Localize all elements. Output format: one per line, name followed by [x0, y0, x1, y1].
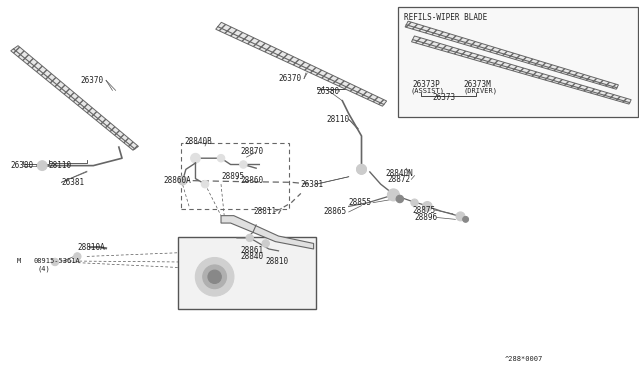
Text: 28855: 28855: [349, 198, 372, 207]
Text: 28861: 28861: [240, 246, 263, 255]
Ellipse shape: [463, 217, 468, 222]
Polygon shape: [405, 21, 618, 89]
Text: 26380: 26380: [317, 87, 340, 96]
Text: 28875: 28875: [413, 206, 436, 215]
Polygon shape: [216, 22, 387, 106]
Ellipse shape: [195, 257, 234, 296]
Ellipse shape: [179, 176, 187, 185]
Text: 26381: 26381: [301, 180, 324, 189]
Text: 26373M: 26373M: [464, 80, 492, 89]
Text: 28840B: 28840B: [184, 137, 212, 146]
Ellipse shape: [51, 258, 59, 266]
Ellipse shape: [74, 253, 81, 260]
Text: 28811: 28811: [253, 208, 276, 217]
Text: 28810A: 28810A: [77, 243, 105, 251]
Text: 28895: 28895: [221, 172, 244, 181]
Text: 08915-5361A: 08915-5361A: [34, 258, 81, 264]
Text: 28872: 28872: [387, 175, 410, 184]
Ellipse shape: [246, 234, 253, 241]
Ellipse shape: [262, 240, 269, 247]
Text: 26370: 26370: [81, 76, 104, 85]
Ellipse shape: [396, 195, 404, 203]
Text: 28896: 28896: [415, 213, 438, 222]
Ellipse shape: [191, 153, 200, 163]
Text: 26381: 26381: [61, 178, 84, 187]
Ellipse shape: [356, 164, 366, 174]
Text: 28860A: 28860A: [164, 176, 191, 185]
Text: (DRIVER): (DRIVER): [463, 87, 497, 94]
Text: (ASSIST): (ASSIST): [410, 87, 444, 94]
Ellipse shape: [422, 202, 432, 211]
Ellipse shape: [356, 164, 366, 174]
Ellipse shape: [456, 212, 465, 221]
Ellipse shape: [208, 270, 221, 283]
FancyBboxPatch shape: [398, 7, 638, 117]
Text: M: M: [17, 258, 21, 264]
Ellipse shape: [203, 265, 227, 289]
Text: 28860: 28860: [240, 176, 263, 185]
Ellipse shape: [37, 161, 47, 170]
Text: 26373: 26373: [433, 93, 456, 102]
Text: 28110: 28110: [49, 161, 72, 170]
Ellipse shape: [202, 180, 209, 188]
Polygon shape: [412, 36, 631, 104]
Text: ^288*0007: ^288*0007: [505, 356, 543, 362]
Text: 28865: 28865: [323, 208, 346, 217]
Text: REFILS-WIPER BLADE: REFILS-WIPER BLADE: [404, 13, 488, 22]
Ellipse shape: [411, 199, 418, 206]
Text: 26373P: 26373P: [413, 80, 440, 89]
Text: 28870: 28870: [240, 147, 263, 156]
Ellipse shape: [387, 189, 399, 201]
Text: 28810: 28810: [266, 257, 289, 266]
Text: 28110: 28110: [326, 115, 349, 124]
Ellipse shape: [239, 161, 247, 168]
Polygon shape: [221, 216, 314, 249]
Text: 28840N: 28840N: [385, 169, 413, 177]
Text: 26380: 26380: [10, 161, 33, 170]
Polygon shape: [11, 46, 138, 150]
Text: 26370: 26370: [278, 74, 301, 83]
Text: 28840: 28840: [240, 252, 263, 261]
FancyBboxPatch shape: [177, 237, 316, 310]
Ellipse shape: [218, 154, 225, 162]
Text: (4): (4): [38, 265, 51, 272]
